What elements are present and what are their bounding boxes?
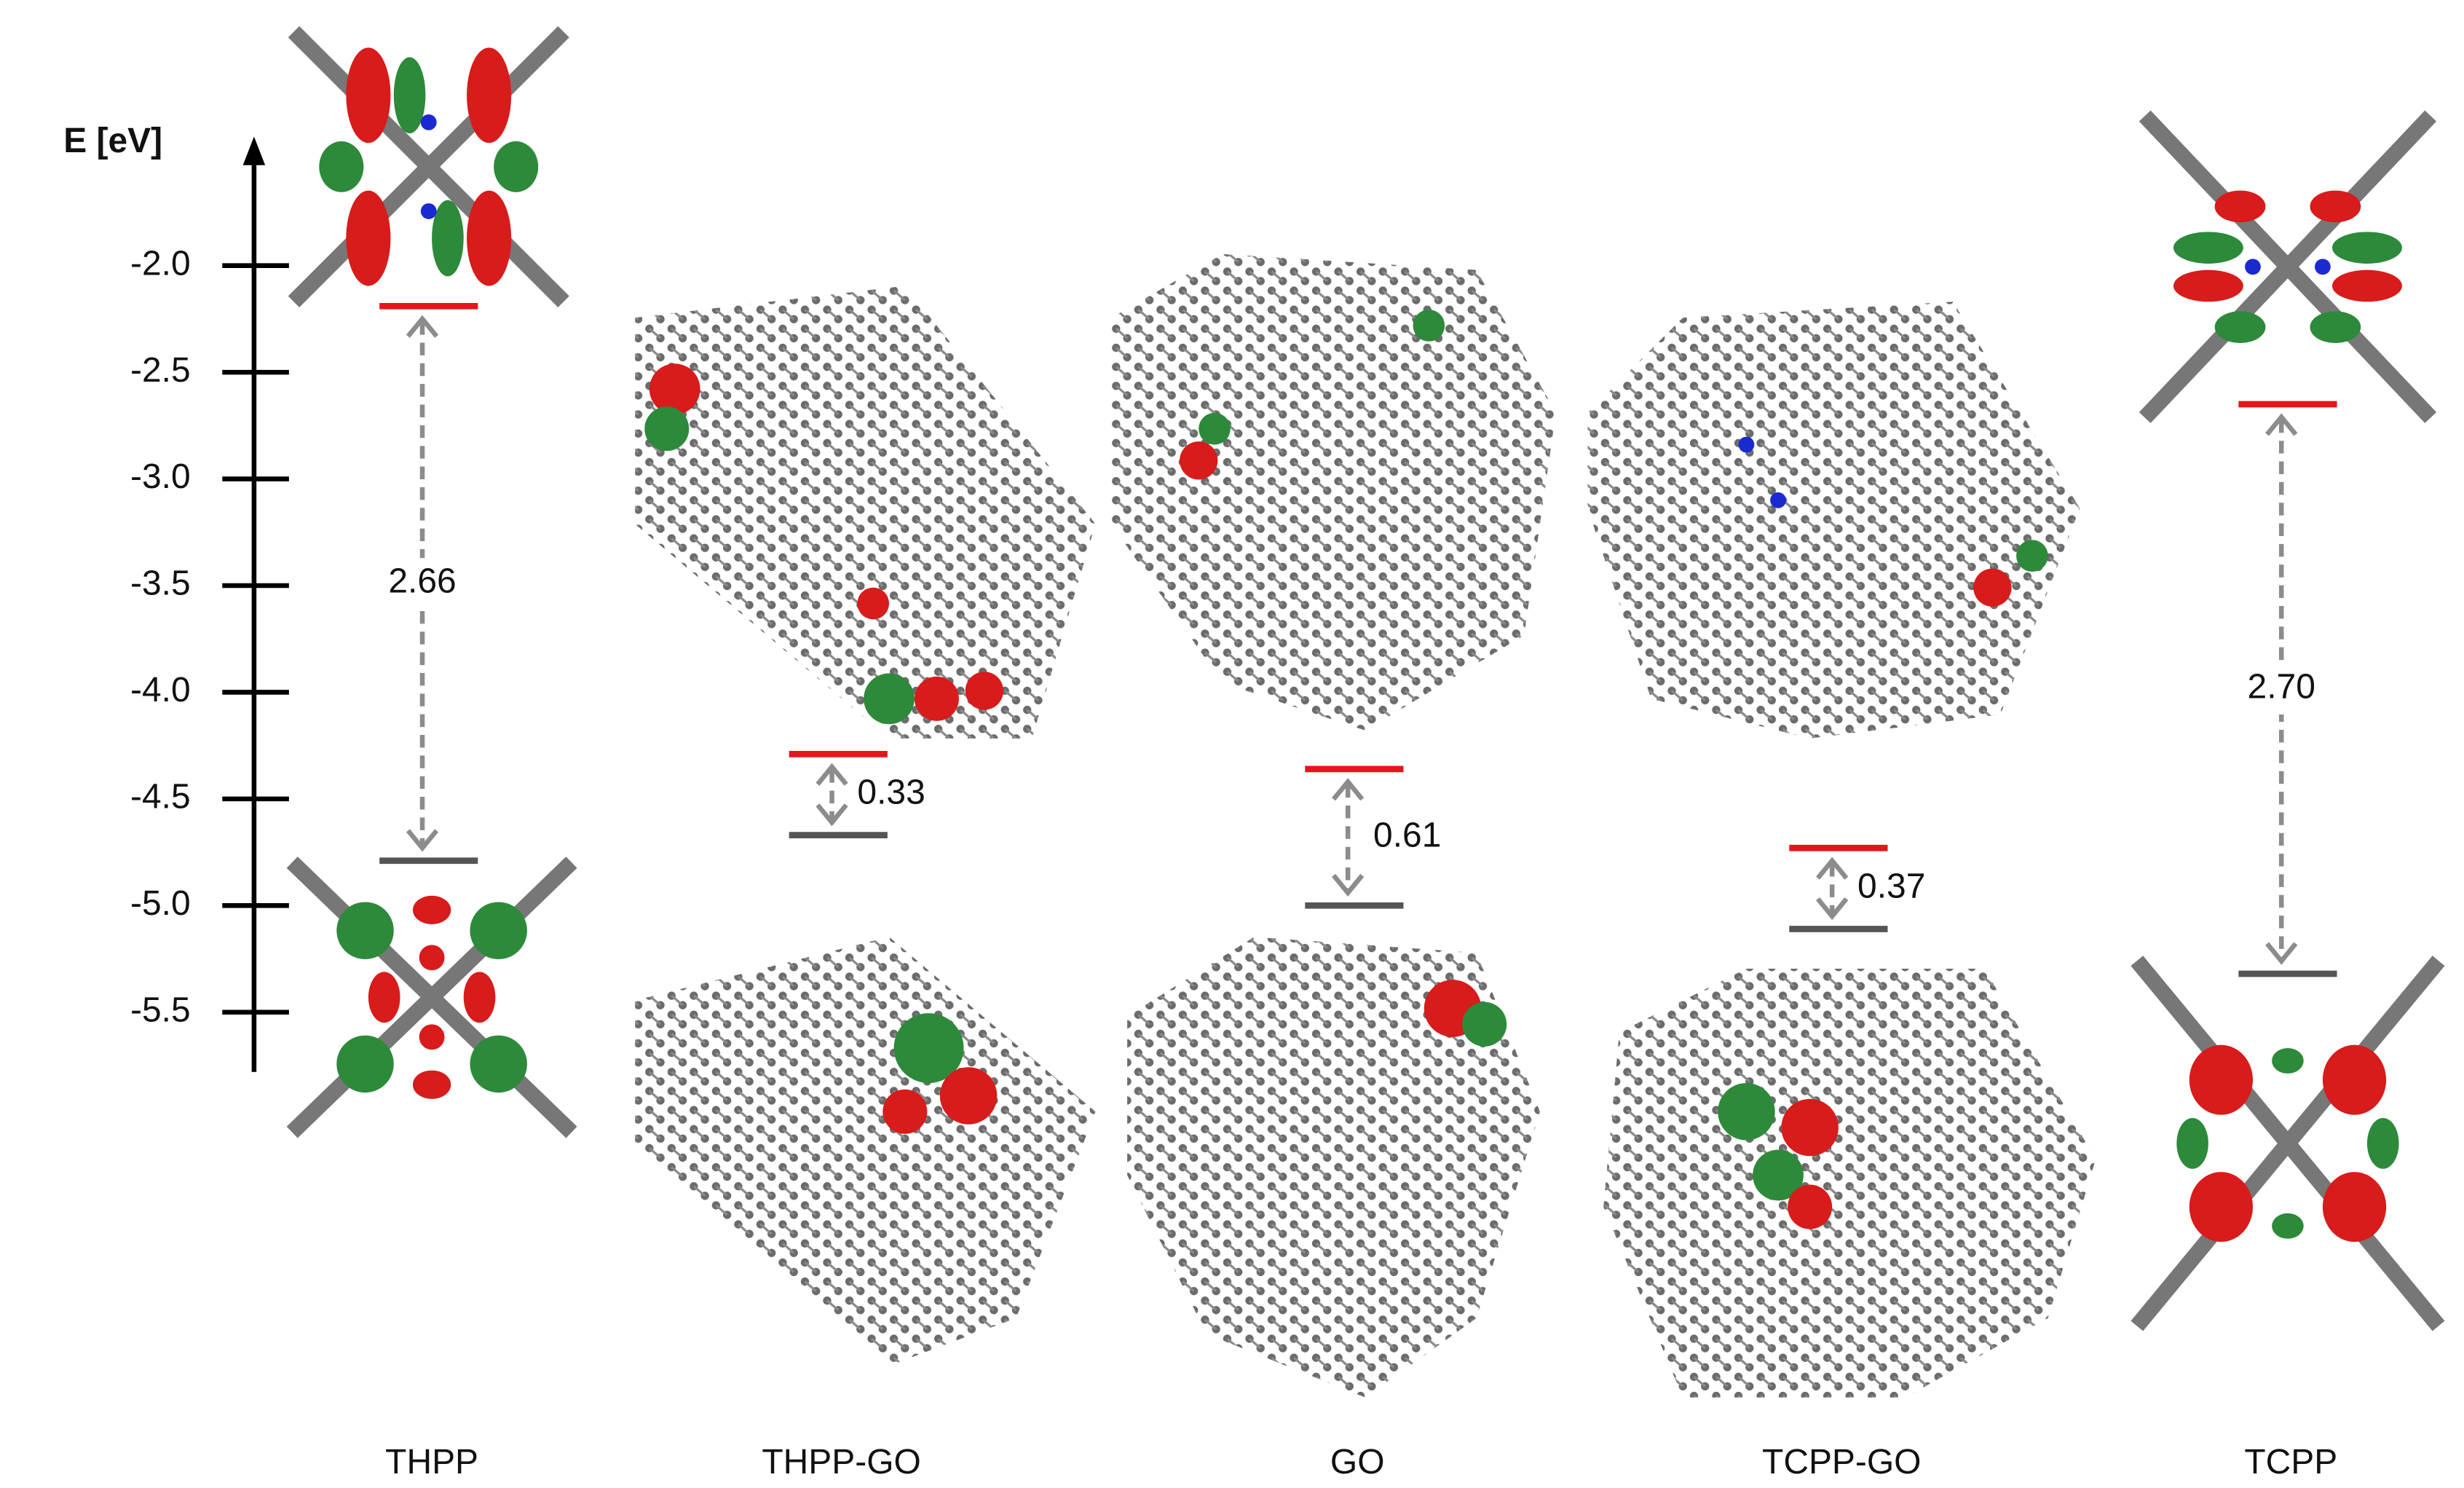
y-tick-label: -4.0	[130, 671, 191, 709]
gap-label: 0.37	[1857, 867, 1925, 906]
category-label: TCPP-GO	[1762, 1443, 1921, 1481]
flake-tcpp-go-homo	[1603, 969, 2096, 1398]
gap-arrow-head	[816, 763, 848, 786]
flake-go-lumo	[1111, 253, 1556, 731]
gap-arrow-head	[1816, 897, 1849, 921]
gap-arrow-head	[1816, 857, 1849, 880]
gap-label: 2.70	[2248, 668, 2315, 706]
y-tick-label: -3.5	[130, 564, 191, 603]
gap-arrow-head	[2265, 413, 2298, 436]
flake-tcpp-go-lumo	[1587, 302, 2080, 739]
porphyrin-thpp-homo	[286, 857, 577, 1138]
porphyrin-thpp-lumo	[288, 25, 569, 307]
y-tick-label: -5.5	[130, 991, 191, 1029]
porphyrin-tcpp-homo	[2131, 956, 2445, 1331]
category-label: THPP	[385, 1443, 478, 1481]
y-tick-label: -2.0	[130, 244, 191, 283]
molecule-images	[286, 25, 2445, 1398]
gap-label-bg	[2230, 664, 2332, 715]
plot-area: -2.0 -2.5 -3.0 -3.5 -4.0 -4.5 -5.0 -5.5 THPP 2.66…	[130, 244, 2337, 1481]
gap-arrow	[1816, 857, 1849, 921]
gap-label: 0.33	[857, 773, 925, 812]
gap-arrow-head	[816, 803, 848, 827]
gap-arrow-head	[1332, 873, 1365, 897]
gap-arrow	[1332, 778, 1365, 897]
category-label: GO	[1330, 1443, 1385, 1481]
gap-arrow-head	[406, 829, 439, 852]
porphyrin-tcpp-lumo	[2139, 110, 2437, 423]
flake-thpp-go-lumo	[635, 286, 1096, 739]
gap-arrow	[816, 763, 848, 827]
flake-thpp-go-homo	[635, 937, 1096, 1366]
category-label: THPP-GO	[762, 1443, 920, 1481]
y-axis-arrow	[242, 136, 266, 165]
gap-arrow-head	[2265, 942, 2298, 965]
gap-label: 0.61	[1373, 816, 1441, 854]
gap-arrow-head	[406, 315, 439, 338]
gap-arrow-head	[1332, 778, 1365, 801]
gap-label-bg	[371, 558, 473, 609]
flake-go-homo	[1127, 937, 1540, 1398]
y-axis-title: E [eV]	[63, 122, 162, 160]
y-tick-label: -4.5	[130, 778, 191, 816]
category-label: TCPP	[2244, 1443, 2337, 1481]
gap-label: 2.66	[388, 562, 456, 601]
gap-arrow	[406, 315, 439, 852]
y-tick-label: -3.0	[130, 457, 191, 496]
y-tick-label: -5.0	[130, 884, 191, 923]
y-tick-label: -2.5	[130, 351, 191, 390]
